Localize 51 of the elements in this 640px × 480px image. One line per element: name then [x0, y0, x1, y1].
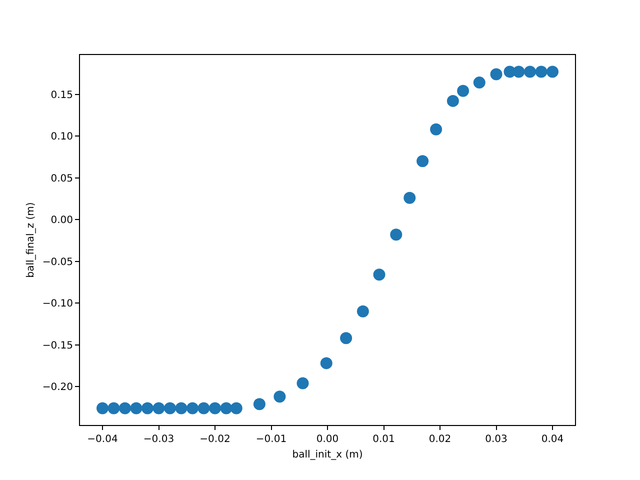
point: [253, 398, 266, 410]
point: [152, 402, 165, 414]
point: [340, 332, 352, 344]
point: [296, 377, 309, 390]
x-tick-label: 0.00: [316, 434, 339, 445]
point: [490, 68, 502, 80]
point: [473, 76, 486, 89]
y-tick-label: −0.10: [42, 298, 73, 310]
point: [535, 66, 548, 78]
point: [390, 228, 402, 241]
point: [198, 402, 210, 414]
x-tick-label: −0.02: [200, 434, 230, 445]
point: [320, 357, 332, 370]
point: [209, 402, 221, 414]
point: [186, 402, 198, 414]
x-axis-title: ball_init_x (m): [292, 450, 363, 460]
point: [430, 123, 442, 136]
point: [96, 402, 108, 414]
y-tick-label: 0.00: [50, 215, 73, 226]
x-tick-label: −0.03: [143, 434, 174, 445]
point: [108, 402, 120, 414]
point: [130, 402, 142, 414]
point: [164, 402, 176, 414]
y-tick-label: 0.05: [50, 173, 73, 184]
x-tick-label: 0.03: [485, 434, 508, 445]
point: [546, 66, 558, 78]
point: [274, 390, 286, 403]
point: [416, 155, 429, 168]
y-tick-label: 0.15: [50, 90, 73, 101]
point: [524, 66, 536, 78]
x-tick-label: 0.01: [372, 434, 395, 445]
y-axis-title: ball_final_z (m): [25, 202, 36, 278]
point: [373, 268, 386, 281]
x-tick-label: −0.01: [256, 434, 287, 445]
point: [142, 402, 154, 414]
point: [512, 66, 525, 78]
point: [230, 402, 242, 414]
point: [175, 402, 188, 414]
y-tick-label: −0.20: [42, 382, 73, 394]
point: [220, 402, 232, 414]
point: [119, 402, 131, 414]
point: [356, 305, 369, 318]
y-tick-label: −0.05: [42, 256, 73, 268]
point: [457, 84, 470, 97]
x-tick-label: 0.02: [428, 434, 452, 445]
point: [404, 192, 416, 204]
x-tick-label: −0.04: [87, 434, 118, 445]
y-tick-label: −0.15: [42, 340, 73, 352]
x-tick-label: 0.04: [541, 434, 564, 445]
point: [446, 94, 459, 107]
y-tick-label: 0.10: [50, 132, 73, 143]
